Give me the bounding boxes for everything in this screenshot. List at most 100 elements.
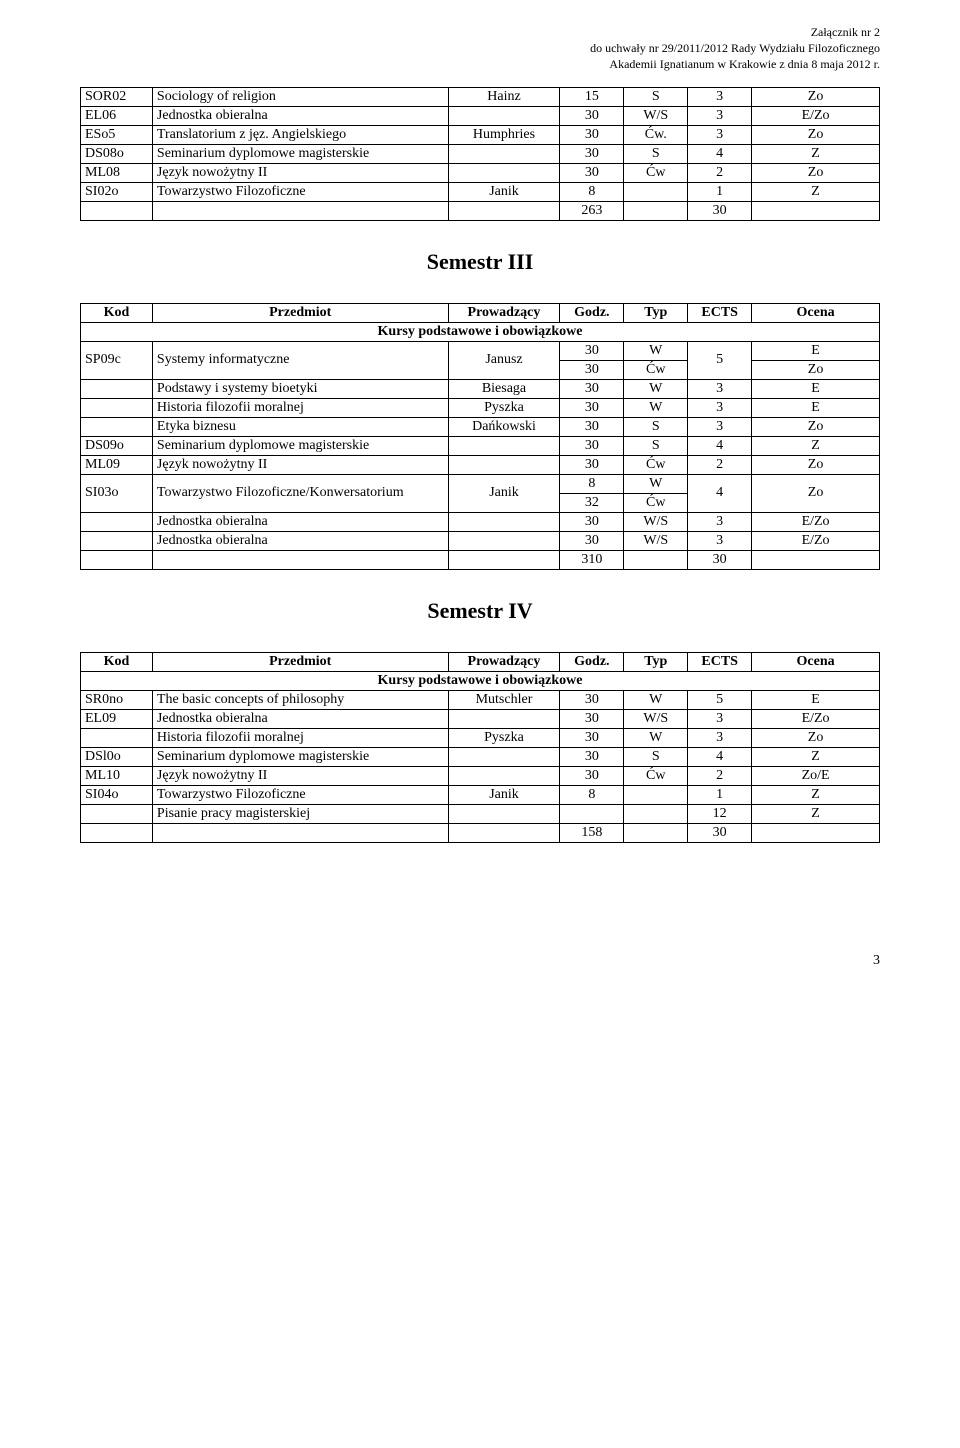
table-row: Etyka biznesu Dańkowski 30 S 3 Zo	[81, 417, 880, 436]
heading-semestr-4: Semestr IV	[80, 598, 880, 624]
table-continuation: SOR02 Sociology of religion Hainz 15 S 3…	[80, 87, 880, 221]
cell-kod: EL06	[81, 106, 153, 125]
cell-typ: W	[624, 690, 688, 709]
cell-godz: 30	[560, 144, 624, 163]
cell-typ: S	[624, 747, 688, 766]
cell-typ: S	[624, 144, 688, 163]
cell-pred: Seminarium dyplomowe magisterskie	[152, 144, 448, 163]
table-row: ML09 Język nowożytny II 30 Ćw 2 Zo	[81, 455, 880, 474]
cell-godz: 30	[560, 766, 624, 785]
cell-ocena: Zo	[752, 417, 880, 436]
cell-prow: Janusz	[448, 341, 560, 379]
table-row: Historia filozofii moralnej Pyszka 30 W …	[81, 398, 880, 417]
cell-typ: Ćw	[624, 455, 688, 474]
cell-godz: 30	[560, 398, 624, 417]
table-row: SR0no The basic concepts of philosophy M…	[81, 690, 880, 709]
col-prow: Prowadzący	[448, 303, 560, 322]
col-typ: Typ	[624, 652, 688, 671]
table-row: SI04o Towarzystwo Filozoficzne Janik 8 1…	[81, 785, 880, 804]
cell-ects: 4	[688, 474, 752, 512]
cell-godz: 30	[560, 531, 624, 550]
cell-typ: W/S	[624, 709, 688, 728]
cell-empty	[624, 201, 688, 220]
cell-ects: 3	[688, 728, 752, 747]
cell-godz: 8	[560, 474, 624, 493]
col-kod: Kod	[81, 652, 153, 671]
cell-godz: 8	[560, 785, 624, 804]
cell-kod	[81, 417, 153, 436]
cell-typ: W	[624, 728, 688, 747]
cell-prow	[448, 163, 560, 182]
cell-ects: 12	[688, 804, 752, 823]
cell-godz: 30	[560, 379, 624, 398]
cell-kod: SI03o	[81, 474, 153, 512]
cell-ocena: E	[752, 398, 880, 417]
cell-empty	[752, 550, 880, 569]
cell-ects: 2	[688, 163, 752, 182]
cell-pred: Język nowożytny II	[152, 163, 448, 182]
cell-empty	[152, 201, 448, 220]
header-line-3: Akademii Ignatianum w Krakowie z dnia 8 …	[80, 56, 880, 72]
cell-kod	[81, 398, 153, 417]
cell-ocena: Zo	[752, 474, 880, 512]
cell-prow: Dańkowski	[448, 417, 560, 436]
cell-empty	[81, 201, 153, 220]
col-przedmiot: Przedmiot	[152, 652, 448, 671]
cell-kod: ML08	[81, 163, 153, 182]
cell-prow: Mutschler	[448, 690, 560, 709]
table-sum-row: 310 30	[81, 550, 880, 569]
cell-ocena: E	[752, 341, 880, 360]
cell-typ: W/S	[624, 512, 688, 531]
cell-typ	[624, 804, 688, 823]
cell-typ: Ćw	[624, 360, 688, 379]
cell-ocena: E	[752, 690, 880, 709]
cell-empty	[152, 550, 448, 569]
cell-typ: Ćw	[624, 163, 688, 182]
cell-ocena: Zo	[752, 125, 880, 144]
table-row: Podstawy i systemy bioetyki Biesaga 30 W…	[81, 379, 880, 398]
cell-typ: W/S	[624, 531, 688, 550]
page-number: 3	[80, 953, 880, 969]
cell-kod: SR0no	[81, 690, 153, 709]
cell-ocena: Z	[752, 785, 880, 804]
cell-pred: Język nowożytny II	[152, 766, 448, 785]
cell-pred: Podstawy i systemy bioetyki	[152, 379, 448, 398]
col-przedmiot: Przedmiot	[152, 303, 448, 322]
cell-prow: Humphries	[448, 125, 560, 144]
cell-kod: SOR02	[81, 87, 153, 106]
cell-typ: Ćw	[624, 766, 688, 785]
cell-ects: 3	[688, 512, 752, 531]
cell-prow: Hainz	[448, 87, 560, 106]
cell-prow	[448, 709, 560, 728]
table-row: DSl0o Seminarium dyplomowe magisterskie …	[81, 747, 880, 766]
cell-kod: EL09	[81, 709, 153, 728]
cell-ects: 3	[688, 106, 752, 125]
table-row: ESo5 Translatorium z jęz. Angielskiego H…	[81, 125, 880, 144]
cell-pred: Jednostka obieralna	[152, 106, 448, 125]
table-row: DS09o Seminarium dyplomowe magisterskie …	[81, 436, 880, 455]
cell-sum-ects: 30	[688, 550, 752, 569]
cell-kod: DS09o	[81, 436, 153, 455]
cell-pred: Towarzystwo Filozoficzne	[152, 182, 448, 201]
cell-godz: 30	[560, 417, 624, 436]
document-header: Załącznik nr 2 do uchwały nr 29/2011/201…	[80, 24, 880, 73]
cell-empty	[448, 550, 560, 569]
table-row: SI02o Towarzystwo Filozoficzne Janik 8 1…	[81, 182, 880, 201]
cell-ocena: Zo/E	[752, 766, 880, 785]
cell-typ: W	[624, 398, 688, 417]
cell-prow	[448, 106, 560, 125]
cell-ects: 4	[688, 747, 752, 766]
cell-empty	[448, 201, 560, 220]
cell-pred: Język nowożytny II	[152, 455, 448, 474]
cell-kod	[81, 804, 153, 823]
cell-godz: 30	[560, 455, 624, 474]
cell-ects: 1	[688, 785, 752, 804]
cell-kod: ML10	[81, 766, 153, 785]
cell-pred: Jednostka obieralna	[152, 709, 448, 728]
cell-prow	[448, 512, 560, 531]
table-row: Jednostka obieralna 30 W/S 3 E/Zo	[81, 512, 880, 531]
cell-pred: Pisanie pracy magisterskiej	[152, 804, 448, 823]
cell-godz: 30	[560, 747, 624, 766]
table-semestr-4: Kod Przedmiot Prowadzący Godz. Typ ECTS …	[80, 652, 880, 843]
section-row: Kursy podstawowe i obowiązkowe	[81, 671, 880, 690]
